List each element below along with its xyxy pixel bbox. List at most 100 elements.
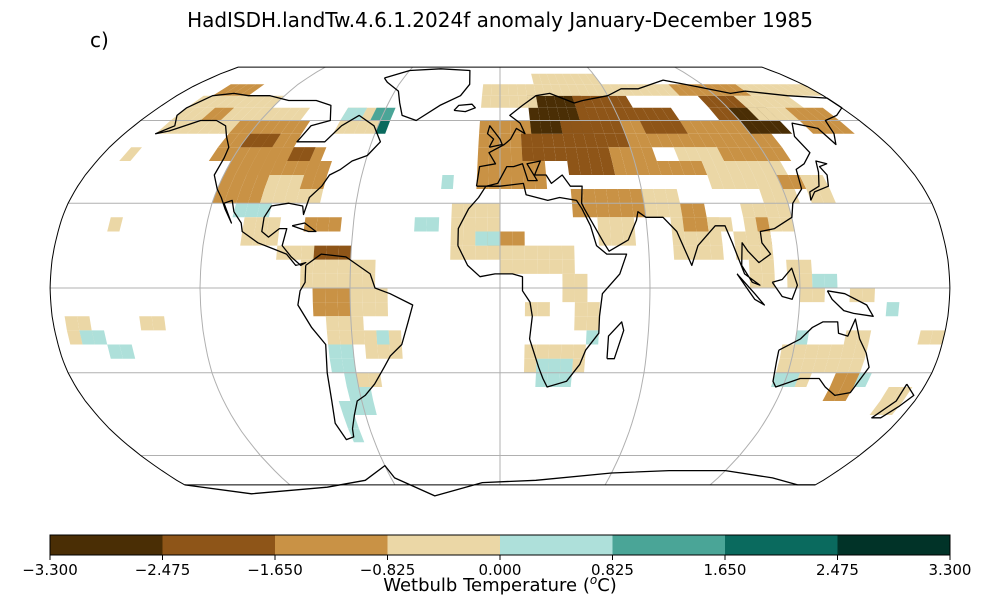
anomaly-cell	[719, 120, 740, 134]
anomaly-cell	[554, 147, 568, 161]
anomaly-cell	[676, 84, 698, 96]
anomaly-cell	[584, 84, 599, 96]
anomaly-cell	[727, 107, 750, 121]
coastline	[736, 273, 766, 306]
anomaly-cell	[760, 133, 782, 148]
anomaly-cell	[346, 387, 362, 401]
anomaly-cell	[684, 147, 702, 161]
anomaly-cell	[741, 175, 760, 189]
anomaly-cell	[752, 203, 768, 218]
anomaly-cell	[528, 107, 540, 121]
anomaly-cell	[727, 84, 752, 96]
anomaly-cell	[727, 147, 747, 161]
anomaly-cell	[706, 217, 721, 232]
anomaly-cell	[254, 217, 269, 232]
anomaly-cell	[370, 107, 387, 121]
anomaly-cell	[759, 120, 782, 134]
anomaly-cell	[687, 133, 707, 148]
anomaly-cell	[291, 120, 311, 134]
anomaly-cell	[712, 161, 731, 175]
anomaly-cell	[812, 288, 825, 303]
anomaly-cell	[500, 84, 509, 96]
anomaly-cell	[521, 147, 534, 161]
anomaly-cell	[840, 344, 856, 359]
anomaly-cell	[673, 245, 687, 260]
anomaly-cell	[304, 161, 321, 175]
anomaly-cell	[778, 95, 804, 108]
anomaly-cell	[246, 161, 265, 175]
anomaly-cell	[239, 133, 260, 148]
anomaly-cell	[594, 189, 608, 204]
anomaly-cell	[518, 95, 529, 108]
anomaly-cell	[296, 189, 312, 204]
anomaly-cell	[180, 107, 206, 121]
anomaly-cell	[353, 120, 371, 134]
anomaly-cell	[491, 84, 500, 96]
anomaly-cell	[538, 73, 551, 85]
anomaly-cell	[757, 161, 777, 175]
anomaly-cell	[799, 175, 819, 189]
anomaly-cell	[500, 259, 513, 274]
anomaly-cell	[762, 273, 775, 288]
anomaly-cell	[262, 95, 285, 108]
anomaly-cell	[651, 107, 670, 121]
anomaly-cell	[230, 84, 256, 96]
anomaly-cell	[288, 245, 302, 260]
anomaly-cell	[649, 120, 667, 134]
anomaly-cell	[362, 302, 376, 317]
anomaly-cell	[724, 95, 747, 108]
anomaly-cell	[760, 84, 788, 96]
anomaly-cell	[643, 84, 662, 96]
anomaly-cell	[91, 330, 108, 345]
anomaly-cell	[769, 120, 793, 134]
anomaly-cell	[697, 95, 719, 108]
anomaly-cell	[567, 84, 581, 96]
anomaly-cell	[574, 316, 588, 331]
anomaly-cell	[524, 245, 538, 260]
anomaly-cell	[709, 120, 730, 134]
anomaly-cell	[239, 120, 261, 134]
anomaly-cell	[692, 203, 707, 218]
anomaly-cell	[819, 120, 845, 134]
anomaly-cell	[450, 217, 464, 232]
anomaly-cell	[549, 245, 563, 260]
anomaly-cell	[749, 120, 772, 134]
anomaly-cell	[880, 401, 904, 415]
anomaly-cell	[578, 161, 593, 175]
anomaly-cell	[642, 107, 660, 121]
anomaly-cell	[538, 107, 550, 121]
anomaly-cell	[228, 133, 250, 148]
anomaly-cell	[769, 84, 797, 96]
anomaly-cell	[508, 84, 518, 96]
anomaly-cell	[375, 302, 388, 317]
anomaly-cell	[535, 95, 548, 108]
anomaly-cell	[482, 84, 492, 96]
anomaly-cell	[794, 107, 820, 121]
anomaly-cell	[629, 120, 647, 134]
anomaly-cell	[462, 245, 476, 260]
anomaly-cell	[641, 189, 656, 204]
colorbar-swatch	[725, 535, 838, 555]
anomaly-cell	[669, 120, 688, 134]
anomaly-cell	[784, 107, 810, 121]
anomaly-cell	[242, 217, 257, 232]
anomaly-cell	[668, 161, 685, 175]
anomaly-cell	[337, 288, 351, 303]
anomaly-cell	[240, 231, 255, 246]
anomaly-cell	[641, 147, 657, 161]
anomaly-cell	[617, 189, 632, 204]
anomaly-cell	[560, 358, 573, 373]
anomaly-cell	[803, 107, 830, 121]
anomaly-cell	[562, 73, 576, 85]
anomaly-cell	[589, 161, 604, 175]
anomaly-cell	[724, 161, 742, 175]
anomaly-cell	[646, 133, 663, 148]
anomaly-cell	[348, 428, 365, 443]
anomaly-cell	[531, 73, 543, 85]
anomaly-cell	[264, 147, 284, 161]
anomaly-cell	[329, 358, 344, 373]
anomaly-cell	[776, 358, 792, 373]
anomaly-cell	[377, 344, 391, 359]
